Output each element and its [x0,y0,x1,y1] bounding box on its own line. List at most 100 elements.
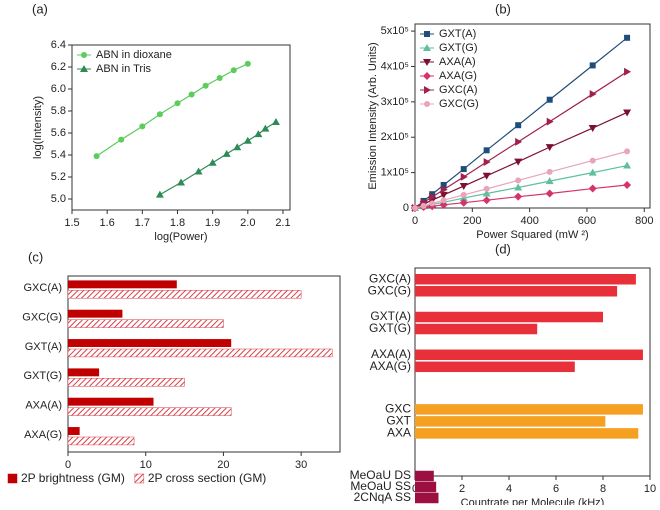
point [546,168,553,175]
y-tick-label: 6.2 [51,61,66,73]
point [459,198,468,207]
bar [67,319,224,328]
x-tick-label: 8 [600,483,606,495]
bar [415,404,643,415]
legend-swatch [134,473,145,484]
y-tick-label: 5.0 [51,193,66,205]
y-tick-label: 1x10⁵ [381,167,409,179]
x-tick-label: 400 [520,215,538,227]
point [174,100,181,107]
point [515,122,522,129]
y-tick-label: GXT(G) [369,321,411,335]
point [429,193,437,202]
point [118,136,125,143]
bar [415,492,439,504]
x-tick-label: 20 [217,459,229,471]
point [514,192,523,201]
point [624,34,631,41]
point [545,144,554,152]
point [230,67,237,74]
y-tick-label: 5.6 [51,127,66,139]
x-axis-title: Power Squared (mW ²) [476,229,588,241]
point [482,189,491,197]
bar [415,323,538,335]
point [155,190,164,198]
x-tick-label: 2 [459,483,465,495]
plot-frame [71,44,291,211]
x-tick-label: 1.6 [100,217,115,229]
point [194,167,203,175]
point [459,183,468,191]
trend-line [414,150,628,209]
y-tick-label: 6.4 [51,39,66,51]
x-tick-label: 10 [644,483,656,495]
point [545,177,554,185]
point [483,158,491,166]
point [208,158,217,166]
bar [67,378,185,387]
y-tick-label: AXA(G) [370,359,411,373]
trend-line [414,111,628,209]
x-tick-label: 4 [506,483,512,495]
point [139,123,146,130]
legend-label: AXA(G) [439,70,477,82]
bar [415,349,643,361]
y-tick-label: GXC(A) [24,282,63,294]
y-tick-label: 6.0 [51,83,66,95]
x-tick-label: 800 [635,215,653,227]
y-tick-label: GXC [385,402,411,416]
y-tick-label: MeOaU SS [350,479,411,493]
point [624,67,632,76]
panel-label: (c) [28,249,43,264]
x-tick-label: 6 [553,483,559,495]
point [546,96,553,103]
point [545,189,554,198]
point [222,149,231,157]
point [429,200,436,207]
y-tick-label: GXT [386,414,411,428]
point [482,172,491,180]
trend-line [414,37,628,209]
bar [415,361,575,373]
point [271,118,280,125]
point [202,82,209,89]
legend-swatch [7,473,18,484]
point [623,109,632,117]
bar [67,348,333,358]
trend-line [414,71,628,209]
point [514,183,523,191]
bar [67,436,135,446]
point [440,197,447,204]
y-tick-label: 4x10⁵ [381,60,409,72]
x-tick-label: 1.7 [135,217,150,229]
point [233,143,242,151]
point [460,166,467,173]
point [420,202,427,209]
legend-label: GXT(A) [439,28,476,40]
bar [415,481,437,493]
y-tick-label: GXC(G) [22,312,62,324]
bar [415,286,618,297]
legend-label: GXT(G) [439,42,478,54]
point [439,200,448,209]
point [177,178,185,186]
point [216,75,223,81]
point [589,62,596,69]
legend-label: ABN in Tris [96,63,152,75]
point [460,172,468,181]
point [412,205,418,211]
point [515,137,523,146]
bar [68,368,100,377]
x-tick-label: 10 [140,459,152,471]
bar [415,311,603,323]
panel-label: (b) [495,1,511,16]
x-axis-title: Countrate per Molecule (kHz) [461,497,605,505]
x-tick-label: 30 [295,459,307,471]
point [514,158,523,166]
legend-label: 2P brightness (GM) [21,471,125,485]
plot-frame [67,275,341,453]
y-axis-title: log(Intensity) [32,96,44,159]
point [589,157,596,164]
y-tick-label: 0 [403,202,409,214]
trend-line [96,63,249,157]
